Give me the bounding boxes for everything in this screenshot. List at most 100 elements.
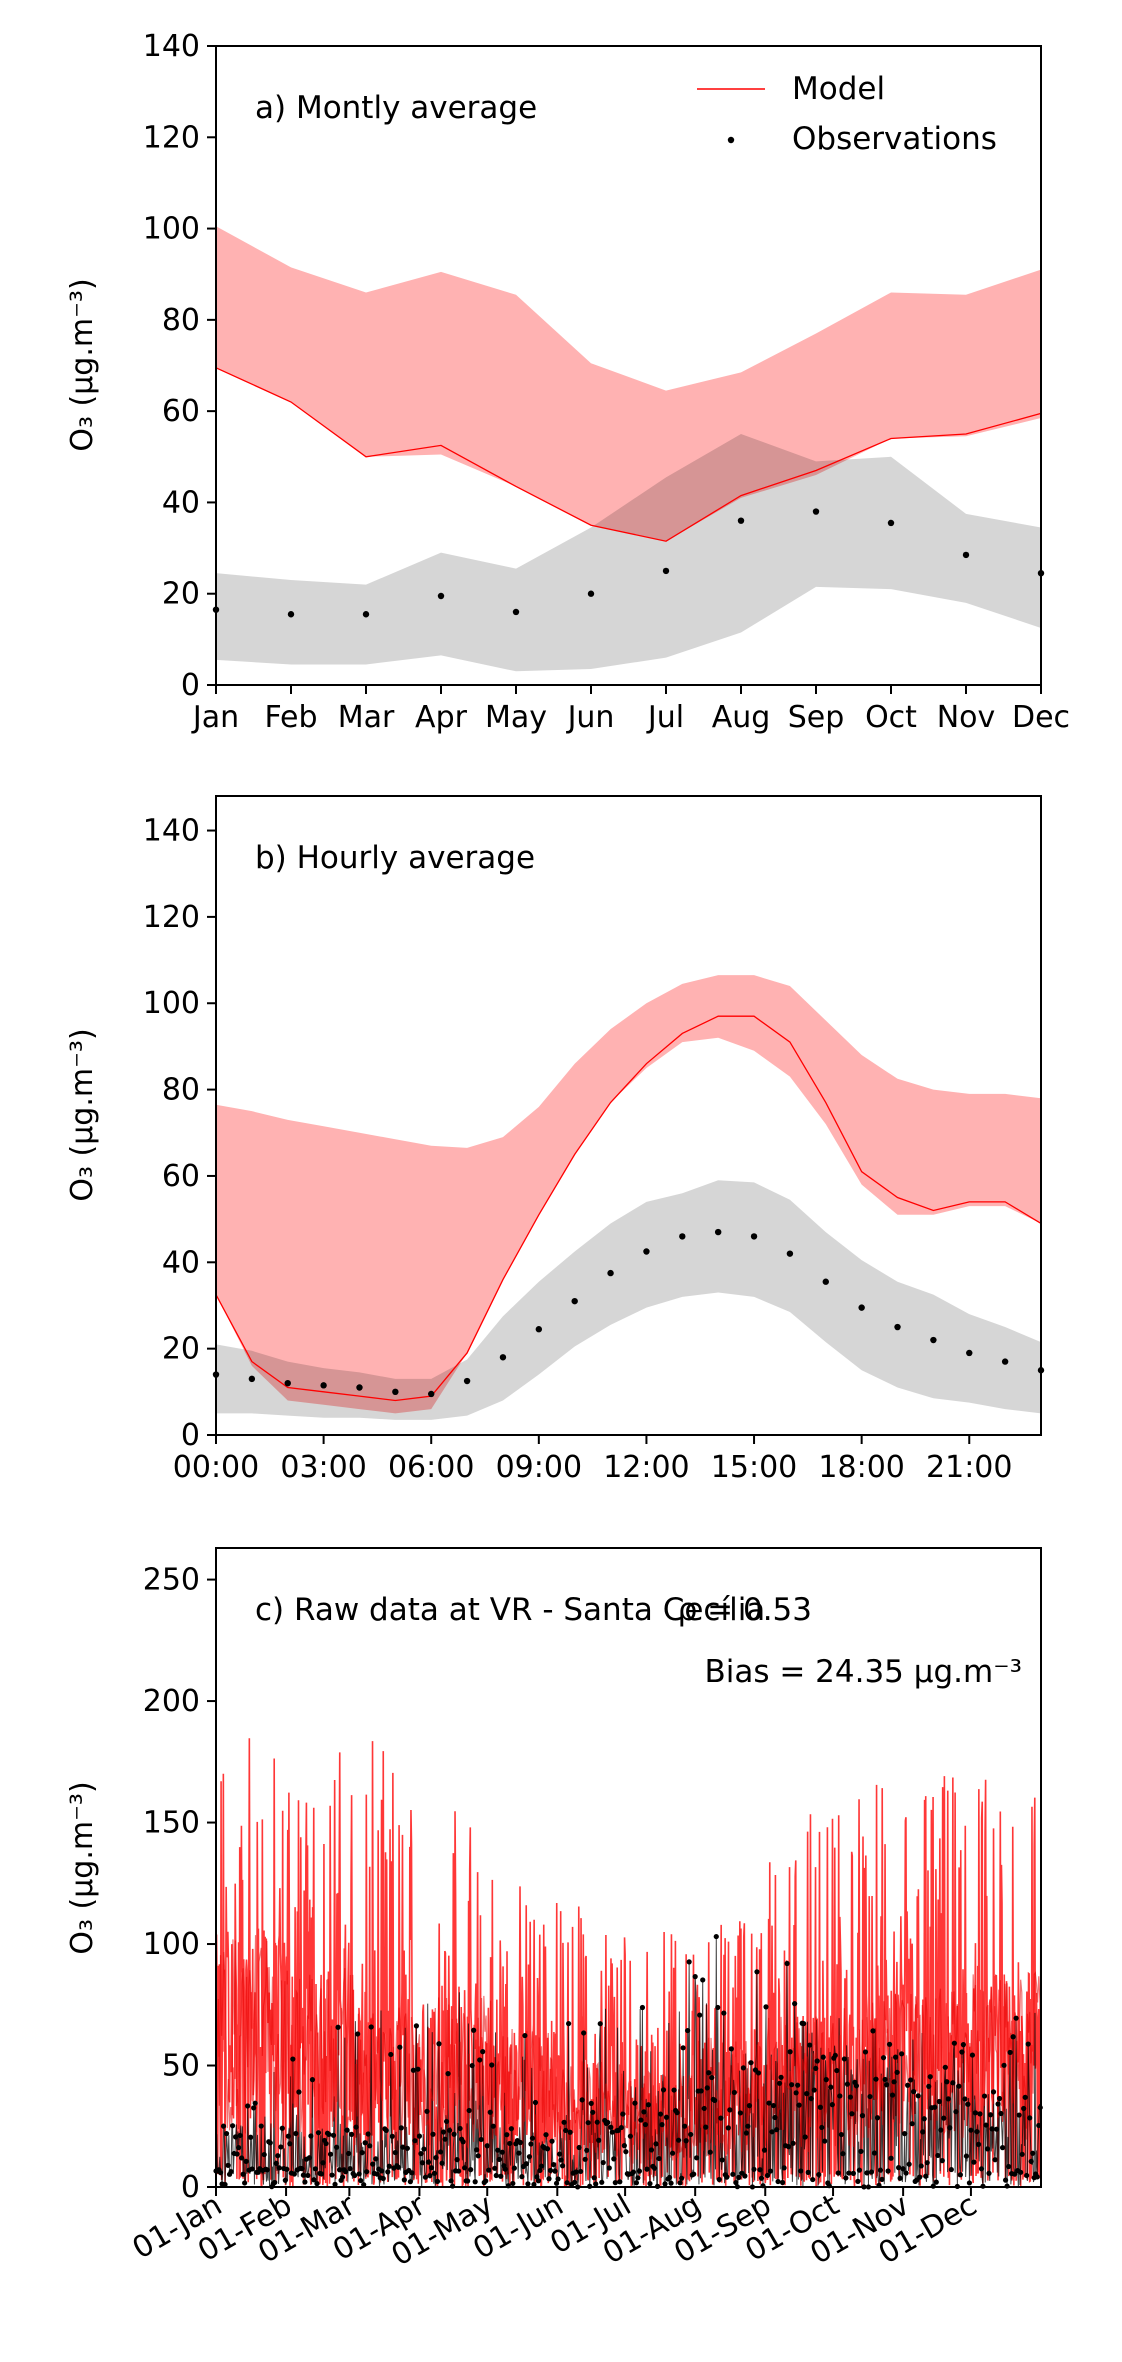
observation-point: [573, 2169, 579, 2175]
y-tick-label: 80: [162, 1073, 200, 1108]
observation-point: [641, 2109, 647, 2115]
observation-point: [332, 2181, 338, 2187]
observation-point: [659, 2122, 665, 2128]
observation-point: [1001, 2062, 1007, 2068]
observation-point: [688, 2131, 694, 2138]
x-tick-label: 09:00: [496, 1450, 582, 1485]
observation-point: [757, 2167, 763, 2173]
observation-point: [733, 2179, 739, 2186]
observation-point: [584, 2147, 590, 2153]
observation-point: [486, 2167, 492, 2173]
observation-point: [566, 2020, 572, 2027]
observation-point: [561, 2119, 567, 2125]
observation-point: [820, 2054, 826, 2060]
observation-point: [758, 2175, 765, 2181]
observation-point: [236, 2145, 242, 2151]
x-tick-label: Mar: [338, 700, 395, 735]
observation-point: [487, 2109, 493, 2115]
observation-point: [663, 2114, 670, 2120]
observation-point: [222, 2181, 228, 2188]
observation-point: [692, 1974, 698, 1980]
observation-point: [474, 2147, 480, 2153]
observation-point: [905, 2082, 911, 2088]
observation-point: [856, 2167, 863, 2173]
observation-point: [902, 2131, 908, 2137]
observation-point: [407, 2179, 413, 2185]
x-tick-label: Jun: [566, 700, 615, 735]
observation-point: [886, 2041, 893, 2047]
observation-point: [588, 2100, 594, 2106]
observation-point: [356, 2171, 362, 2177]
observation-point: [938, 2127, 944, 2133]
observation-point: [454, 2157, 460, 2163]
observation-point: [1010, 2034, 1016, 2040]
observation-point: [495, 2147, 501, 2153]
observation-point: [915, 2093, 921, 2099]
observation-point: [312, 2166, 319, 2172]
observation-point: [311, 2177, 317, 2183]
observation-point: [779, 2179, 786, 2186]
observation-point: [822, 1278, 829, 1285]
observation-point: [725, 2125, 731, 2131]
observation-point: [483, 2178, 489, 2184]
observation-point: [359, 2150, 365, 2156]
observation-point: [755, 2070, 762, 2076]
observation-point: [419, 2160, 426, 2166]
observation-point: [605, 2119, 611, 2126]
observation-point: [832, 2052, 838, 2059]
observation-point: [987, 2112, 994, 2118]
observation-point: [445, 2071, 451, 2077]
observation-point: [707, 2149, 713, 2155]
observation-point: [947, 2125, 953, 2131]
observation-point: [555, 2176, 561, 2182]
observation-point: [392, 1388, 399, 1396]
observation-point: [1034, 2174, 1040, 2180]
observation-point: [261, 2151, 267, 2158]
observation-point: [424, 2108, 430, 2114]
observation-point: [983, 2122, 989, 2128]
y-tick-label: 250: [143, 1563, 200, 1598]
observation-point: [963, 2153, 970, 2159]
observation-point: [526, 2154, 533, 2160]
observation-point: [290, 2056, 296, 2062]
observation-point: [439, 2160, 445, 2166]
observation-point: [648, 2147, 655, 2153]
observation-point: [249, 2166, 255, 2172]
observation-point: [805, 2169, 811, 2175]
observation-point: [437, 592, 445, 600]
observation-point: [737, 517, 745, 524]
y-tick-label: 40: [162, 1245, 200, 1280]
observation-point: [309, 2077, 316, 2083]
observation-point: [643, 1248, 650, 1255]
observation-point: [766, 2100, 772, 2106]
observation-point: [769, 2129, 775, 2135]
y-tick-label: 60: [162, 394, 200, 429]
observation-point: [287, 611, 295, 618]
observation-point: [296, 2089, 302, 2095]
observation-point: [810, 2176, 816, 2183]
observation-point: [867, 2093, 873, 2100]
observation-point: [578, 2168, 584, 2175]
observation-point: [843, 2175, 849, 2181]
observation-point: [404, 2145, 410, 2151]
observation-point: [844, 2081, 850, 2087]
observation-point: [1013, 2015, 1019, 2021]
observation-point: [416, 2133, 423, 2139]
observation-point: [273, 2160, 279, 2166]
observation-point: [920, 2129, 926, 2135]
observation-point: [538, 2163, 545, 2169]
observation-point: [709, 2074, 715, 2081]
observation-point: [731, 2089, 737, 2096]
observation-point: [694, 2155, 700, 2161]
observation-point: [778, 2074, 784, 2080]
observation-point: [535, 2178, 542, 2184]
correlation-annotation: ρ = 0.53: [678, 1592, 812, 1628]
observation-point: [370, 2161, 376, 2167]
observation-point: [618, 2124, 624, 2131]
y-tick-label: 40: [162, 485, 200, 520]
observation-point: [772, 2114, 778, 2121]
observation-point: [840, 2151, 846, 2157]
observation-point: [582, 2156, 588, 2162]
observation-point: [932, 2104, 938, 2110]
observation-point: [558, 2157, 564, 2163]
